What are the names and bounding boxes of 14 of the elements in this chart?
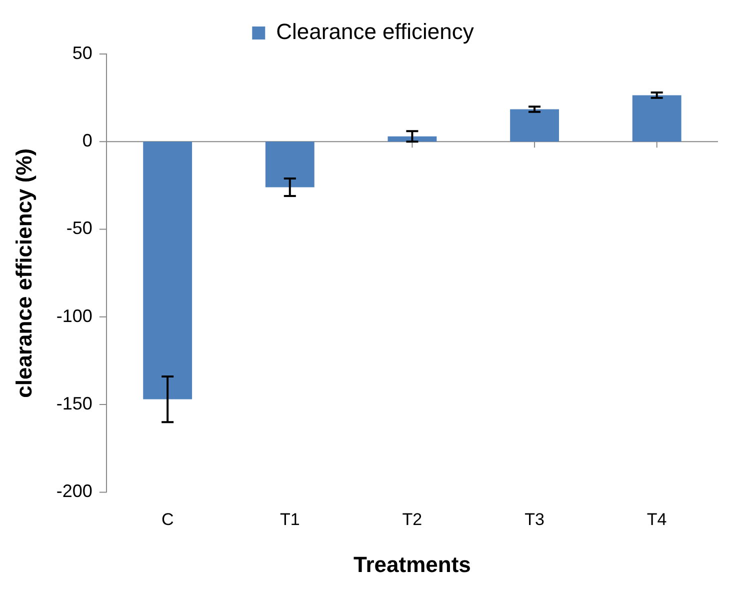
x-tick-label: C xyxy=(161,510,174,530)
y-tick-label: -200 xyxy=(56,481,92,502)
y-tick-label: 0 xyxy=(82,130,92,151)
x-tick-label: T4 xyxy=(646,510,667,530)
y-tick-label: 50 xyxy=(72,42,92,63)
x-tick-label: T2 xyxy=(402,510,422,530)
y-axis-title: clearance efficiency (%) xyxy=(11,148,36,398)
x-axis-title: Treatments xyxy=(354,552,471,577)
y-tick-label: -150 xyxy=(56,394,92,414)
legend-label: Clearance efficiency xyxy=(276,19,474,44)
x-tick-label: T1 xyxy=(280,510,300,530)
y-tick-label: -100 xyxy=(56,306,92,326)
x-tick-label: T3 xyxy=(524,510,544,530)
y-tick-label: -50 xyxy=(66,218,92,238)
